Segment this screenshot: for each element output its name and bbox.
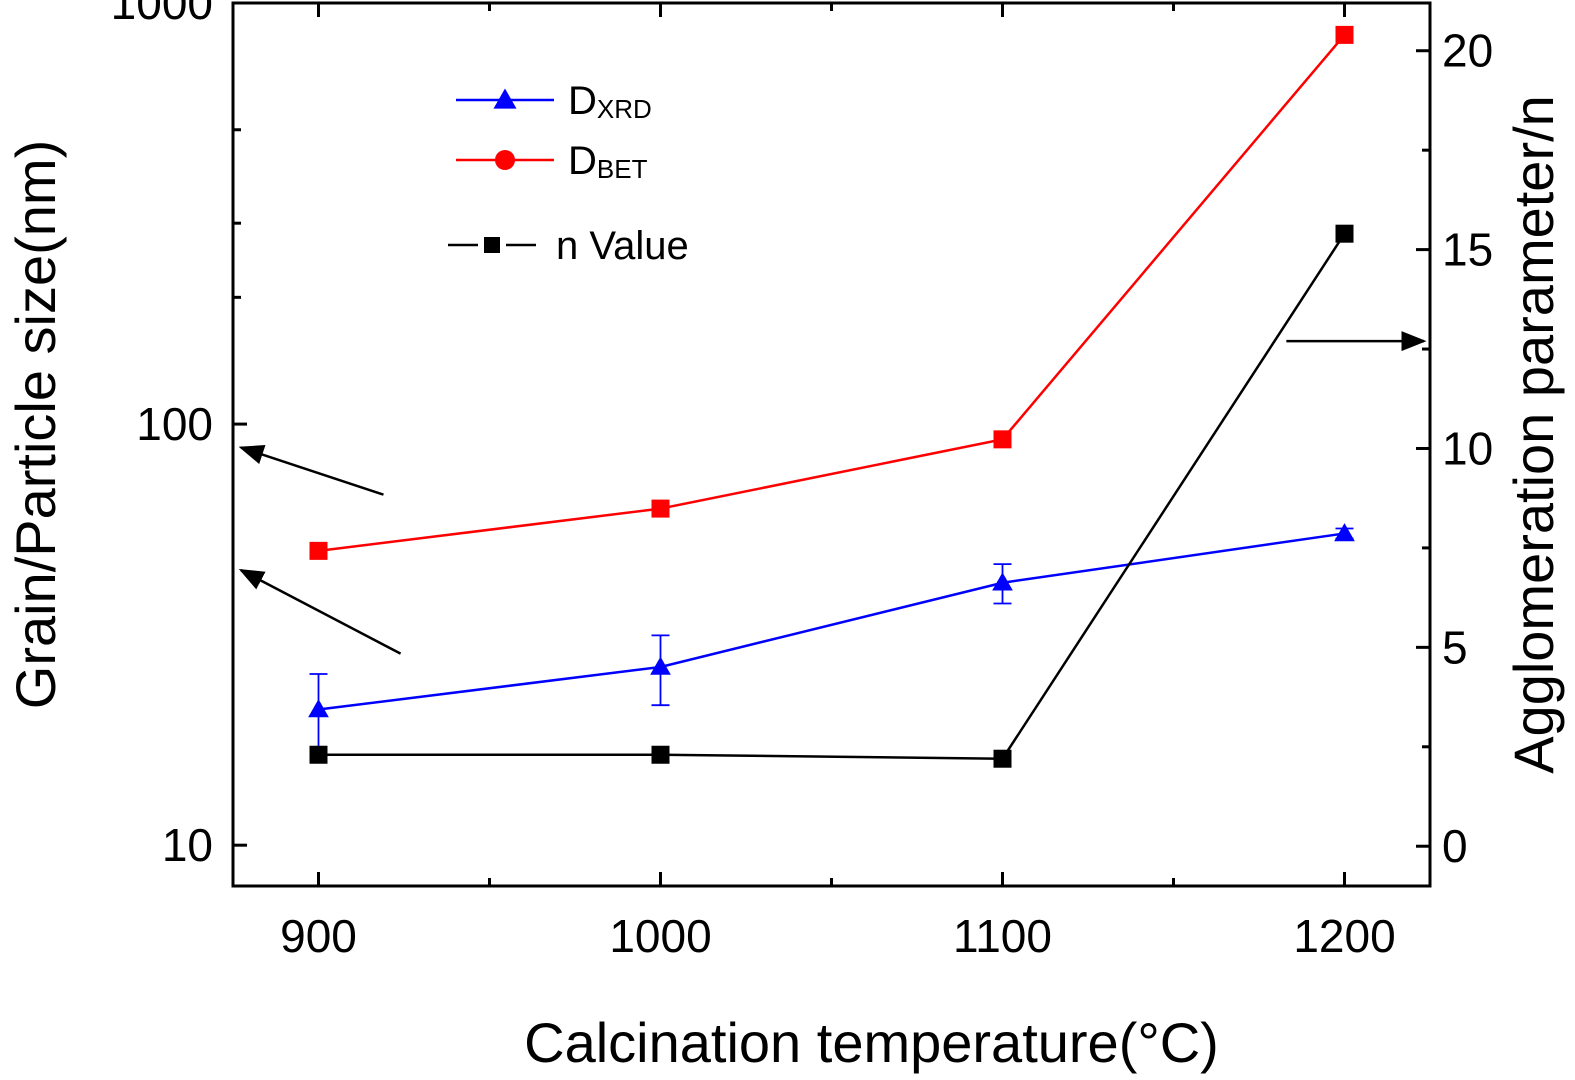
- x-axis-title: Calcination temperature(°C): [524, 1011, 1219, 1074]
- data-point: [992, 572, 1013, 591]
- y-axis-right: 0 5 10 15 20: [1416, 25, 1493, 872]
- series-line: [318, 532, 1345, 711]
- series-line: [318, 34, 1346, 553]
- y-right-tick-label: 5: [1442, 621, 1468, 673]
- x-tick-label: 1000: [609, 910, 711, 962]
- legend-label: DBET: [568, 139, 648, 184]
- y-right-tick-label: 0: [1442, 820, 1468, 872]
- axis-titles: Calcination temperature(°C) Grain/Partic…: [4, 95, 1565, 1074]
- y-axis-left: 10 100 1000: [111, 0, 247, 871]
- y-right-tick-label: 15: [1442, 224, 1493, 276]
- series-line: [318, 233, 1346, 760]
- series-group: [308, 25, 1355, 768]
- legend-marker: [493, 88, 517, 109]
- legend-item-1: DXRD: [456, 79, 652, 124]
- data-point: [309, 745, 328, 764]
- data-point: [651, 745, 670, 764]
- series-3: [309, 224, 1354, 768]
- annotation-arrow: [238, 568, 402, 655]
- data-point: [309, 541, 328, 560]
- series-1: [308, 523, 1355, 755]
- x-tick-label: 1200: [1293, 910, 1395, 962]
- data-point: [308, 699, 329, 718]
- data-point: [1335, 224, 1354, 243]
- legend-label-main: D: [568, 79, 597, 123]
- y-right-tick-label: 20: [1442, 25, 1493, 77]
- data-point: [1334, 523, 1355, 542]
- legend-item-2: DBET: [456, 139, 648, 184]
- data-point: [993, 430, 1012, 449]
- y-left-tick-label: 100: [136, 398, 213, 450]
- legend-marker: [495, 150, 515, 170]
- data-point: [993, 749, 1012, 768]
- data-point: [650, 656, 671, 675]
- y-left-tick-label: 10: [162, 819, 213, 871]
- y-axis-right-title: Agglomeration parameter/n: [1502, 95, 1565, 774]
- annotation-arrows: [238, 331, 1427, 655]
- x-axis: 900 1000 1100 1200: [280, 3, 1396, 962]
- y-right-tick-label: 10: [1442, 422, 1493, 474]
- y-axis-left-title: Grain/Particle size(nm): [4, 140, 67, 709]
- x-tick-label: 1100: [953, 910, 1052, 962]
- x-tick-label: 900: [280, 910, 357, 962]
- annotation-arrow: [238, 445, 384, 496]
- legend-label-main: D: [568, 139, 597, 183]
- y-left-tick-label: 1000: [111, 0, 213, 29]
- legend-item-3: n Value: [448, 224, 689, 268]
- data-point: [1335, 25, 1354, 44]
- legend-label: DXRD: [568, 79, 652, 124]
- data-point: [651, 499, 670, 518]
- series-2: [309, 25, 1354, 560]
- legend-label-subscript: XRD: [597, 94, 652, 124]
- legend-label-subscript: BET: [597, 154, 648, 184]
- legend-marker: [484, 237, 500, 253]
- legend-label: n Value: [556, 224, 689, 268]
